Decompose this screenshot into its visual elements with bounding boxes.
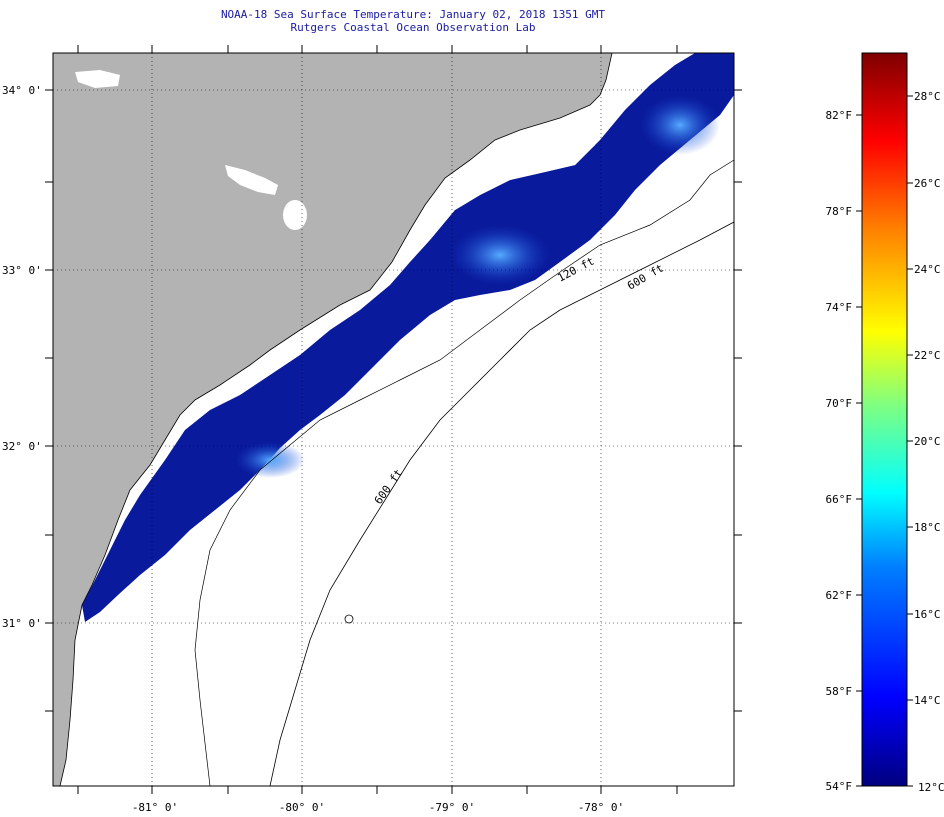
cloud-patch — [283, 200, 307, 230]
colorbar-ticks — [856, 95, 913, 787]
contour-120ft — [194, 159, 734, 786]
cloud-patch — [225, 165, 278, 195]
sst-warm-patch — [450, 225, 550, 285]
colorbar-c-label: 20°C — [914, 435, 941, 448]
colorbar-c-label: 16°C — [914, 608, 941, 621]
colorbar-f-label: 54°F — [826, 780, 853, 793]
graticule — [53, 53, 734, 786]
sst-warm-patch — [235, 442, 305, 478]
lon-label: -79° 0' — [429, 801, 475, 814]
land-mass — [53, 53, 612, 786]
colorbar-f-label: 74°F — [826, 301, 853, 314]
colorbar-c-label: 14°C — [914, 694, 941, 707]
lat-label: 32° 0' — [2, 440, 42, 453]
sst-cold-water — [82, 53, 734, 622]
coastline — [59, 53, 613, 786]
map-title: NOAA-18 Sea Surface Temperature: January… — [220, 8, 606, 21]
lat-label: 34° 0' — [2, 84, 42, 97]
lat-label: 31° 0' — [2, 617, 42, 630]
lon-label: -80° 0' — [279, 801, 325, 814]
colorbar — [861, 52, 908, 787]
sst-warm-patch — [640, 95, 720, 155]
colorbar-c-label: 24°C — [914, 263, 941, 276]
colorbar-f-label: 70°F — [826, 397, 853, 410]
plot-frame — [52, 52, 735, 787]
colorbar-f-label: 62°F — [826, 589, 853, 602]
colorbar-f-label: 66°F — [826, 493, 853, 506]
colorbar-f-label: 58°F — [826, 685, 853, 698]
lon-label: -78° 0' — [578, 801, 624, 814]
lat-label: 33° 0' — [2, 264, 42, 277]
colorbar-c-label: 18°C — [914, 521, 941, 534]
cloud-patch — [75, 70, 120, 88]
map-subtitle: Rutgers Coastal Ocean Observation Lab — [290, 21, 536, 34]
colorbar-c-label: 12°C — [918, 781, 944, 794]
lon-label: -81° 0' — [132, 801, 178, 814]
axis-ticks — [45, 45, 742, 794]
contour-600ft — [269, 221, 734, 786]
colorbar-f-label: 82°F — [826, 109, 853, 122]
colorbar-c-label: 26°C — [914, 177, 941, 190]
cloud-band — [445, 132, 595, 210]
colorbar-f-label: 78°F — [826, 205, 853, 218]
colorbar-c-label: 28°C — [914, 90, 941, 103]
colorbar-c-label: 22°C — [914, 349, 941, 362]
